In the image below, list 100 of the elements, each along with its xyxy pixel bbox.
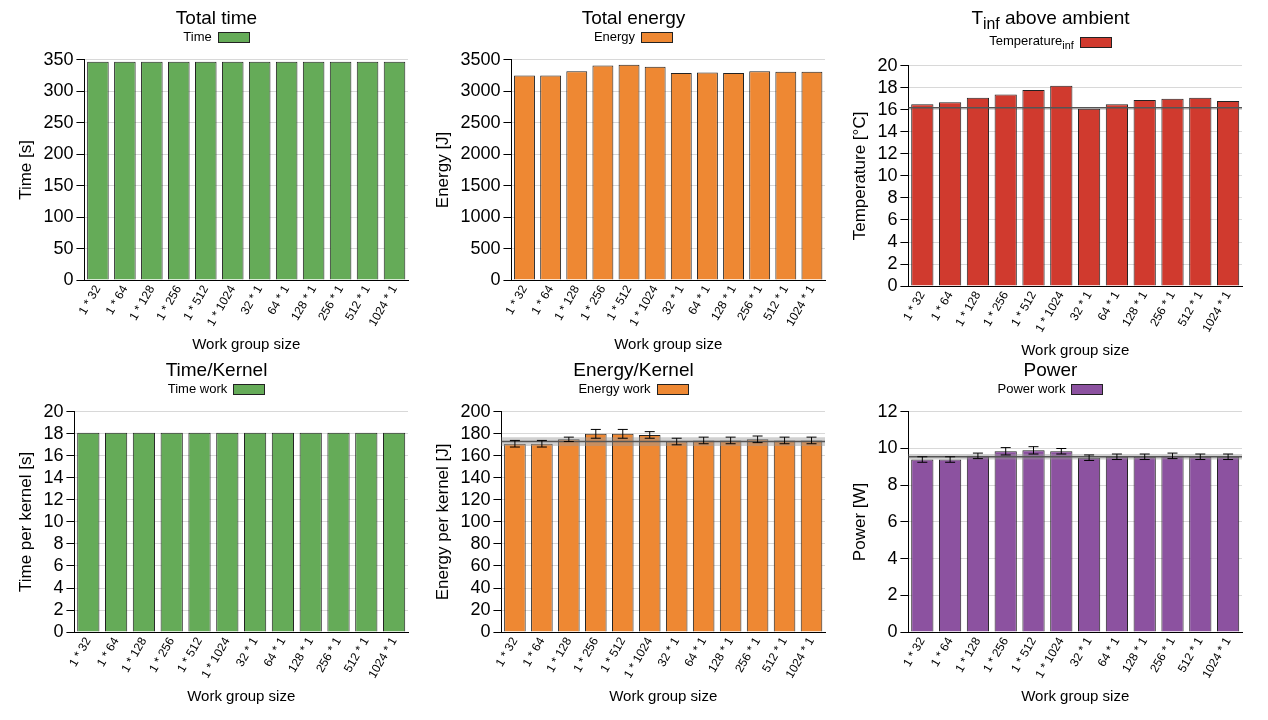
text: Time work — [167, 381, 228, 397]
y-tick-label: 4 — [886, 547, 897, 568]
x-tick-label: 32 * 1 — [658, 282, 687, 317]
y-tick-label: 8 — [886, 474, 897, 495]
y-axis-title: Temperature [°C] — [849, 111, 869, 241]
x-tick-label: 1 * 32 — [899, 288, 928, 323]
y-tick-label: 140 — [459, 466, 490, 487]
y-axis-title: Power [W] — [849, 482, 869, 562]
y-tick-label: 12 — [876, 142, 897, 163]
y-tick-label: 1500 — [459, 174, 500, 195]
x-tick-label: 32 * 1 — [1066, 288, 1095, 323]
y-tick-label: 100 — [459, 510, 490, 531]
x-tick-label: 1 * 32 — [75, 282, 104, 317]
x-tick-label: 32 * 1 — [232, 634, 261, 669]
chart-title: Total time — [175, 7, 258, 28]
y-tick-label: 0 — [479, 621, 490, 642]
x-tick-label: 32 * 1 — [1066, 634, 1095, 669]
x-tick-label: 1 * 32 — [492, 634, 521, 669]
y-tick-label: 0 — [489, 269, 500, 290]
y-tick-label: 12 — [42, 488, 63, 509]
y-tick-label: 250 — [42, 111, 73, 132]
y-axis-title: Time per kernel [s] — [15, 451, 35, 593]
y-tick-label: 200 — [42, 143, 73, 164]
y-tick-label: 8 — [52, 532, 63, 553]
y-tick-label: 2 — [886, 584, 897, 605]
x-tick-label: 64 * 1 — [260, 634, 289, 669]
y-tick-label: 6 — [52, 554, 63, 575]
y-tick-label: 160 — [459, 444, 490, 465]
y-tick-label: 14 — [42, 466, 63, 487]
y-tick-label: 2 — [52, 599, 63, 620]
y-tick-label: 20 — [42, 400, 63, 421]
chart-title: T$_{inf}$ above ambient — [971, 7, 1130, 34]
x-axis-title: Work group size — [613, 335, 722, 353]
y-tick-label: 6 — [886, 208, 897, 229]
y-tick-label: 3500 — [459, 48, 500, 69]
chart-title: Time/Kernel — [165, 359, 268, 380]
x-tick-label: 1 * 64 — [527, 282, 556, 317]
chart-title: Energy/Kernel — [573, 359, 694, 380]
x-tick-label: 1 * 32 — [899, 634, 928, 669]
x-tick-label: 256 * 1 — [312, 634, 344, 675]
y-tick-label: 2500 — [459, 111, 500, 132]
y-tick-label: 18 — [876, 76, 897, 97]
y-tick-label: 500 — [469, 237, 500, 258]
x-tick-label: 256 * 1 — [1146, 634, 1178, 675]
y-tick-label: 0 — [62, 269, 73, 290]
y-tick-label: 180 — [459, 422, 490, 443]
y-tick-label: 50 — [52, 237, 73, 258]
chart-title: Total energy — [581, 7, 686, 28]
y-tick-label: 10 — [876, 164, 897, 185]
y-tick-label: 3000 — [459, 80, 500, 101]
x-tick-label: 1 * 64 — [102, 282, 131, 317]
x-tick-label: 32 * 1 — [236, 282, 265, 317]
y-tick-label: 20 — [469, 599, 490, 620]
y-tick-label: 16 — [876, 98, 897, 119]
x-tick-label: 64 * 1 — [1094, 634, 1123, 669]
y-tick-label: 20 — [876, 54, 897, 75]
x-tick-label: 64 * 1 — [684, 282, 713, 317]
x-tick-label: 32 * 1 — [653, 634, 682, 669]
y-tick-label: 12 — [876, 400, 897, 421]
y-tick-label: 40 — [469, 576, 490, 597]
x-tick-label: 256 * 1 — [1146, 288, 1178, 329]
text: Power work — [997, 381, 1066, 397]
y-tick-label: 4 — [886, 230, 897, 251]
x-axis-title: Work group size — [186, 687, 295, 705]
y-tick-label: 18 — [42, 422, 63, 443]
x-tick-label: 64 * 1 — [1094, 288, 1123, 323]
text: Temperature$_{inf}$ — [989, 33, 1074, 53]
y-tick-label: 80 — [469, 532, 490, 553]
y-tick-label: 300 — [42, 80, 73, 101]
x-axis-title: Work group size — [191, 335, 300, 353]
y-tick-label: 14 — [876, 120, 897, 141]
y-tick-label: 200 — [459, 400, 490, 421]
y-axis-title: Time [s] — [15, 140, 35, 200]
y-tick-label: 10 — [876, 437, 897, 458]
y-tick-label: 6 — [886, 510, 897, 531]
y-tick-label: 60 — [469, 554, 490, 575]
y-tick-label: 0 — [886, 621, 897, 642]
y-tick-label: 2 — [886, 252, 897, 273]
y-tick-label: 120 — [459, 488, 490, 509]
chart-title: Power — [1023, 359, 1078, 380]
y-axis-title: Energy [J] — [432, 131, 452, 209]
y-axis-title: Energy per kernel [J] — [432, 443, 452, 601]
y-tick-label: 0 — [886, 274, 897, 295]
x-tick-label: 64 * 1 — [263, 282, 292, 317]
y-tick-label: 150 — [42, 174, 73, 195]
series-label: Energy — [593, 29, 636, 45]
y-tick-label: 100 — [42, 206, 73, 227]
x-tick-label: 1 * 32 — [501, 282, 530, 317]
x-axis-title: Work group size — [1020, 340, 1129, 358]
x-axis-title: Work group size — [608, 687, 717, 705]
y-tick-label: 10 — [42, 510, 63, 531]
series-label: Time — [183, 29, 212, 45]
y-tick-label: 4 — [52, 576, 63, 597]
y-tick-label: 8 — [886, 186, 897, 207]
y-tick-label: 0 — [52, 621, 63, 642]
y-tick-label: 1000 — [459, 206, 500, 227]
x-axis-title: Work group size — [1020, 687, 1129, 705]
x-tick-label: 1 * 64 — [519, 634, 548, 669]
y-tick-label: 16 — [42, 444, 63, 465]
y-tick-label: 2000 — [459, 143, 500, 164]
